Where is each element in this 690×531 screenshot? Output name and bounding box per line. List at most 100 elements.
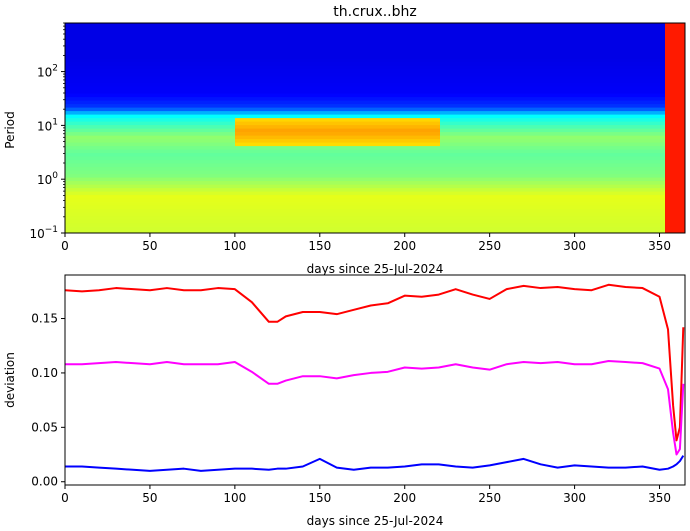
heatmap-cell (100, 79, 106, 84)
heatmap-cell (240, 135, 246, 140)
heatmap-cell (320, 37, 326, 42)
heatmap-cell (475, 212, 481, 217)
heatmap-cell (260, 37, 266, 42)
heatmap-cell (260, 177, 266, 182)
heatmap-cell (350, 205, 356, 210)
heatmap-cell (150, 72, 156, 77)
heatmap-cell (280, 117, 286, 122)
heatmap-cell (95, 72, 101, 77)
heatmap-cell (450, 117, 456, 122)
heatmap-cell (470, 142, 476, 147)
heatmap-cell (230, 149, 236, 154)
heatmap-cell (85, 173, 91, 178)
heatmap-cell (75, 114, 81, 119)
heatmap-cell (180, 114, 186, 119)
heatmap-cell (250, 205, 256, 210)
heatmap-cell (265, 23, 271, 28)
heatmap-cell (195, 23, 201, 28)
heatmap-cell (270, 208, 276, 213)
heatmap-cell (470, 30, 476, 35)
heatmap-cell (95, 226, 101, 231)
heatmap-cell (265, 166, 271, 171)
heatmap-cell (85, 40, 91, 45)
heatmap-cell (290, 44, 296, 49)
heatmap-cell (165, 68, 171, 73)
heatmap-cell (470, 170, 476, 175)
heatmap-cell (115, 103, 121, 108)
heatmap-cell (295, 156, 301, 161)
heatmap-cell (380, 166, 386, 171)
heatmap-cell (360, 93, 366, 98)
heatmap-cell (430, 79, 436, 84)
heatmap-cell (160, 26, 166, 31)
heatmap-cell (460, 229, 466, 233)
heatmap-cell (220, 96, 226, 101)
heatmap-cell (240, 163, 246, 168)
heatmap-cell (305, 219, 311, 224)
heatmap-cell (90, 75, 96, 80)
heatmap-cell (70, 107, 76, 112)
heatmap-cell (445, 107, 451, 112)
heatmap-cell (355, 124, 361, 129)
heatmap-cell (70, 61, 76, 66)
heatmap-cell (225, 65, 231, 70)
heatmap-cell (90, 54, 96, 59)
heatmap-cell (215, 44, 221, 49)
heatmap-cell (110, 180, 116, 185)
heatmap-cell (280, 229, 286, 233)
heatmap-cell (205, 152, 211, 157)
heatmap-cell (205, 194, 211, 199)
heatmap-cell (310, 82, 316, 87)
heatmap-cell (300, 68, 306, 73)
heatmap-cell (100, 65, 106, 70)
heatmap-cell (335, 201, 341, 206)
heatmap-cell (365, 201, 371, 206)
heatmap-cell (445, 121, 451, 126)
heatmap-cell (280, 149, 286, 154)
heatmap-cell (445, 201, 451, 206)
heatmap-cell (175, 215, 181, 220)
heatmap-cell (475, 156, 481, 161)
heatmap-cell (120, 184, 126, 189)
heatmap-cell (120, 54, 126, 59)
heatmap-cell (190, 103, 196, 108)
heatmap-cell (300, 61, 306, 66)
heatmap-cell (380, 145, 386, 150)
heatmap-cell (285, 89, 291, 94)
heatmap-cell (350, 152, 356, 157)
heatmap-cell (425, 198, 431, 203)
heatmap-cell (205, 44, 211, 49)
heatmap-cell (155, 65, 161, 70)
heatmap-cell (220, 89, 226, 94)
heatmap-cell (140, 131, 146, 136)
heatmap-cell (150, 135, 156, 140)
heatmap-cell (120, 96, 126, 101)
heatmap-cell (315, 40, 321, 45)
heatmap-cell (150, 33, 156, 38)
heatmap-cell (190, 152, 196, 157)
heatmap-cell (80, 131, 86, 136)
heatmap-cell (320, 58, 326, 63)
heatmap-cell (365, 215, 371, 220)
heatmap-cell (315, 145, 321, 150)
heatmap-cell (420, 149, 426, 154)
heatmap-cell (415, 26, 421, 31)
heatmap-cell (445, 37, 451, 42)
heatmap-cell (325, 40, 331, 45)
heatmap-cell (150, 65, 156, 70)
heatmap-cell (215, 170, 221, 175)
heatmap-cell (240, 79, 246, 84)
heatmap-cell (450, 180, 456, 185)
heatmap-cell (145, 166, 151, 171)
heatmap-cell (270, 107, 276, 112)
heatmap-cell (245, 128, 251, 133)
heatmap-cell (425, 149, 431, 154)
heatmap-cell (315, 152, 321, 157)
heatmap-cell (450, 51, 456, 56)
heatmap-cell (225, 89, 231, 94)
heatmap-cell (315, 229, 321, 233)
heatmap-cell (220, 82, 226, 87)
heatmap-cell (90, 51, 96, 56)
heatmap-cell (145, 194, 151, 199)
heatmap-cell (220, 145, 226, 150)
